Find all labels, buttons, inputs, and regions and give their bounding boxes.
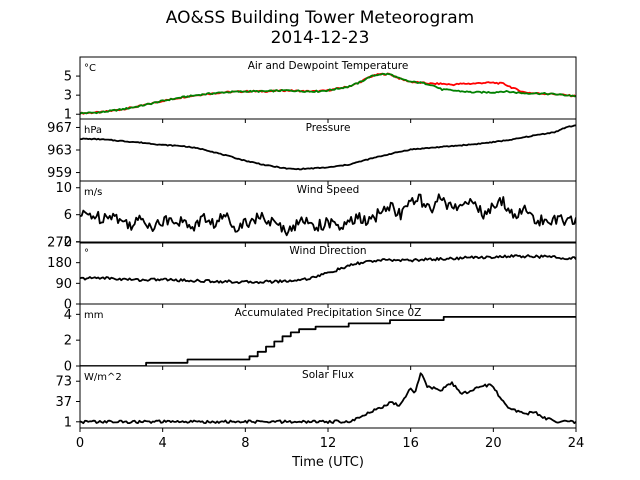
panel-2: 2 6 10 m/s Wind Speed	[55, 180, 577, 250]
y-tick-label: 73	[55, 375, 72, 390]
series-line-0-0	[80, 72, 576, 115]
panel-5: 1 37 73 0 4 8 12 16 20 24 W/m^2 Solar Flux	[55, 365, 585, 451]
y-tick-label: 0	[64, 298, 72, 313]
panel-title: Solar Flux	[302, 369, 354, 381]
panel-unit-label: °C	[84, 63, 96, 74]
y-tick-label: 2	[64, 334, 72, 349]
y-tick-label: 959	[47, 166, 72, 181]
series-line-1-0	[80, 124, 576, 171]
y-tick-label: 90	[55, 277, 72, 292]
panel-0: 1 3 5 °C Air and Dewpoint Temperature	[64, 56, 577, 123]
panel-unit-label: °	[84, 248, 89, 259]
y-tick-label: 1	[64, 108, 72, 123]
x-tick-label: 20	[485, 436, 502, 451]
y-tick-label: 967	[47, 121, 72, 136]
y-tick-label: 1	[64, 415, 72, 430]
x-tick-label: 24	[568, 436, 585, 451]
y-tick-label: 37	[55, 395, 72, 410]
panel-unit-label: mm	[84, 310, 103, 321]
panel-title: Air and Dewpoint Temperature	[248, 60, 409, 72]
y-tick-label: 4	[64, 308, 72, 323]
x-tick-label: 8	[241, 436, 249, 451]
series-line-4-0	[80, 316, 576, 366]
x-tick-label: 16	[402, 436, 419, 451]
y-tick-label: 6	[64, 208, 72, 223]
panel-unit-label: hPa	[84, 125, 102, 136]
y-tick-label: 180	[47, 256, 72, 271]
panel-3: 0 90 180 270 ° Wind Direction	[47, 236, 577, 313]
panel-title: Wind Speed	[297, 184, 360, 196]
panel-title: Wind Direction	[289, 245, 366, 257]
y-tick-label: 0	[64, 360, 72, 375]
panel-title: Accumulated Precipitation Since 0Z	[235, 307, 422, 319]
y-tick-label: 963	[47, 144, 72, 159]
x-tick-label: 4	[159, 436, 167, 451]
series-line-2-0	[80, 193, 576, 237]
series-line-3-0	[80, 254, 576, 285]
panel-unit-label: W/m^2	[84, 372, 122, 383]
series-line-5-0	[80, 372, 576, 425]
y-tick-label: 5	[64, 70, 72, 85]
x-tick-label: 12	[320, 436, 337, 451]
series-line-0-1	[80, 72, 576, 115]
x-tick-label: 0	[76, 436, 84, 451]
panel-1: 959 963 967 hPa Pressure	[47, 118, 577, 185]
panel-title: Pressure	[306, 122, 351, 134]
figure-subtitle: 2014-12-23	[270, 28, 370, 48]
y-tick-label: 10	[55, 181, 72, 196]
y-tick-label: 3	[64, 89, 72, 104]
panel-4: 0 2 4 mm Accumulated Precipitation Since 0Z	[64, 303, 577, 375]
panel-unit-label: m/s	[84, 187, 102, 198]
figure-title: AO&SS Building Tower Meteorogram	[165, 8, 475, 28]
y-tick-label: 2	[64, 235, 72, 250]
x-axis-label: Time (UTC)	[291, 455, 364, 470]
y-tick-label: 270	[47, 236, 72, 251]
